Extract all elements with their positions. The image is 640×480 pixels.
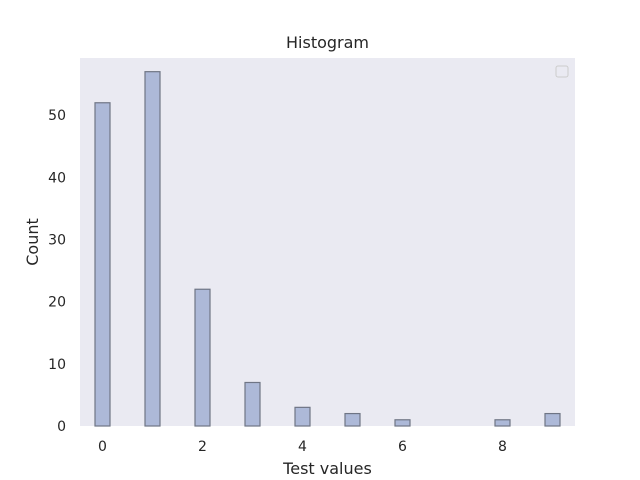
plot-area bbox=[80, 58, 575, 426]
y-axis-label: Count bbox=[23, 218, 42, 266]
x-tick-label: 0 bbox=[98, 439, 107, 455]
y-tick-label: 20 bbox=[48, 295, 66, 311]
histogram-bar bbox=[544, 412, 561, 427]
x-tick-label: 4 bbox=[298, 439, 307, 455]
y-tick-label: 50 bbox=[48, 108, 66, 124]
y-tick-label: 0 bbox=[57, 419, 66, 435]
histogram-bar bbox=[394, 419, 411, 427]
histogram-bar bbox=[244, 381, 261, 427]
y-tick-label: 40 bbox=[48, 170, 66, 186]
y-tick-label: 30 bbox=[48, 233, 66, 249]
legend-box bbox=[555, 65, 569, 78]
histogram-bar bbox=[94, 102, 111, 427]
y-tick-labels: 0 10 20 30 40 50 bbox=[48, 108, 66, 435]
histogram-bar bbox=[144, 71, 161, 427]
histogram-bar bbox=[294, 406, 311, 427]
histogram-bar bbox=[494, 419, 511, 427]
bars-group bbox=[94, 71, 561, 427]
histogram-bar bbox=[194, 288, 211, 427]
x-axis-label: Test values bbox=[282, 459, 372, 478]
chart-title: Histogram bbox=[286, 33, 369, 52]
y-tick-label: 10 bbox=[48, 357, 66, 373]
x-tick-labels: 0 2 4 6 8 bbox=[98, 439, 507, 455]
x-tick-label: 6 bbox=[398, 439, 407, 455]
histogram-bar bbox=[344, 412, 361, 427]
x-tick-label: 2 bbox=[198, 439, 207, 455]
x-tick-label: 8 bbox=[498, 439, 507, 455]
